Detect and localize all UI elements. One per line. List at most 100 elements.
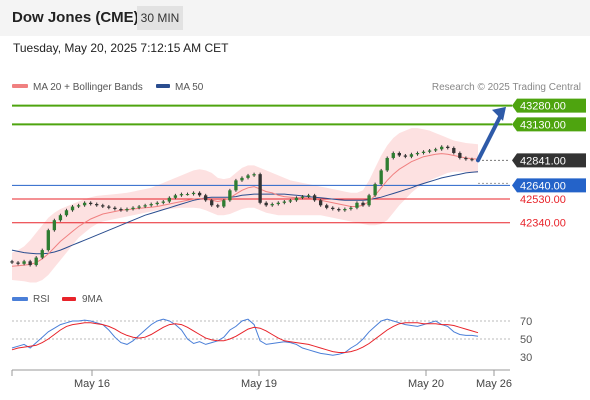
candle-body xyxy=(270,204,274,206)
candle-body xyxy=(64,210,69,216)
candle-body xyxy=(343,209,347,211)
candle-body xyxy=(294,197,299,201)
candle-body xyxy=(131,207,135,210)
candle-body xyxy=(373,184,377,196)
legend-swatch-rsi xyxy=(12,297,28,301)
candle-body xyxy=(203,195,208,201)
candle-body xyxy=(325,205,329,208)
rsi-tick-30: 30 xyxy=(520,352,532,364)
level-tag-1 xyxy=(512,117,586,132)
candle-body xyxy=(10,261,14,263)
level-tag-0 xyxy=(512,98,586,113)
candle-body xyxy=(149,204,153,206)
candle-body xyxy=(258,174,262,203)
candle-body xyxy=(367,195,371,206)
candle-body xyxy=(137,206,141,208)
candle-body xyxy=(82,202,87,206)
candle-body xyxy=(107,206,111,208)
ma20-line xyxy=(11,153,479,267)
legend-label-9ma: 9MA xyxy=(82,294,103,305)
rsi-ma9-line xyxy=(11,322,479,353)
candle-body xyxy=(246,175,250,178)
time-tick-3: May 26 xyxy=(476,378,512,390)
candle-body xyxy=(101,205,105,207)
candle-body xyxy=(276,202,280,205)
legend-label-ma50: MA 50 xyxy=(175,82,204,93)
candle-body xyxy=(70,206,75,211)
candle-body xyxy=(155,202,159,205)
candle-body xyxy=(34,257,38,266)
candle-body xyxy=(385,157,389,171)
candle-body xyxy=(403,155,408,157)
candle-body xyxy=(89,202,93,205)
candle-body xyxy=(337,209,341,211)
legend-label-ma20: MA 20 + Bollinger Bands xyxy=(33,82,143,93)
candle-body xyxy=(228,190,232,201)
candle-body xyxy=(415,152,420,155)
candle-body xyxy=(355,202,359,208)
candle-body xyxy=(391,152,395,158)
candle-body xyxy=(76,205,81,207)
candle-body xyxy=(46,230,50,251)
candle-body xyxy=(161,201,165,203)
candle-body xyxy=(95,204,99,206)
candle-body xyxy=(113,207,117,210)
rsi-tick-70: 70 xyxy=(520,316,532,328)
candle-body xyxy=(52,220,57,231)
candle-body xyxy=(452,148,456,153)
candle-body xyxy=(312,195,317,201)
candle-body xyxy=(421,151,426,153)
candle-body xyxy=(458,152,462,158)
bollinger-band xyxy=(12,128,478,283)
candle-body xyxy=(240,177,244,181)
candle-body xyxy=(440,146,444,150)
candle-body xyxy=(167,197,172,202)
level-label-2: 42841.00 xyxy=(520,155,566,167)
candle-body xyxy=(464,157,468,160)
candle-body xyxy=(433,149,438,151)
candle-body xyxy=(143,205,147,207)
candle-body xyxy=(300,196,305,198)
candle-body xyxy=(331,207,335,210)
candle-body xyxy=(210,200,214,206)
candle-body xyxy=(22,261,26,264)
level-tag-2 xyxy=(512,153,586,168)
candle-body xyxy=(397,152,401,156)
level-label-5: 42340.00 xyxy=(520,218,566,230)
candle-body xyxy=(179,194,184,196)
chart-header: Dow Jones (CME) 30 MIN xyxy=(0,0,590,36)
candle-body xyxy=(58,215,63,221)
candle-body xyxy=(197,192,202,196)
legend-label-rsi: RSI xyxy=(33,294,50,305)
candle-body xyxy=(379,170,383,185)
level-label-1: 43130.00 xyxy=(520,119,566,131)
level-label-3: 42640.00 xyxy=(520,180,566,192)
candle-body xyxy=(173,195,178,198)
level-label-4: 42530.00 xyxy=(520,194,566,206)
rsi-line xyxy=(11,318,479,356)
legend-swatch-ma50 xyxy=(156,84,170,88)
ma50-line xyxy=(11,171,479,255)
projection-arrow-head xyxy=(492,106,506,121)
timestamp: Tuesday, May 20, 2025 7:12:15 AM CET xyxy=(13,41,229,55)
candle-body xyxy=(288,200,293,202)
time-tick-2: May 20 xyxy=(408,378,444,390)
candle-body xyxy=(191,192,196,195)
timeframe-badge[interactable]: 30 MIN xyxy=(137,6,183,30)
candle-body xyxy=(306,195,311,197)
candle-body xyxy=(28,261,32,266)
candle-body xyxy=(185,194,190,196)
candle-body xyxy=(234,180,238,191)
candle-body xyxy=(470,159,474,161)
candle-body xyxy=(349,207,353,210)
candle-body xyxy=(119,209,123,211)
legend-swatch-9ma xyxy=(62,297,76,301)
candle-body xyxy=(16,262,20,264)
candle-body xyxy=(252,174,256,176)
time-tick-0: May 16 xyxy=(74,378,110,390)
candle-body xyxy=(282,201,287,203)
candle-body xyxy=(264,202,268,206)
candle-body xyxy=(427,150,432,152)
level-tag-3 xyxy=(512,178,586,193)
